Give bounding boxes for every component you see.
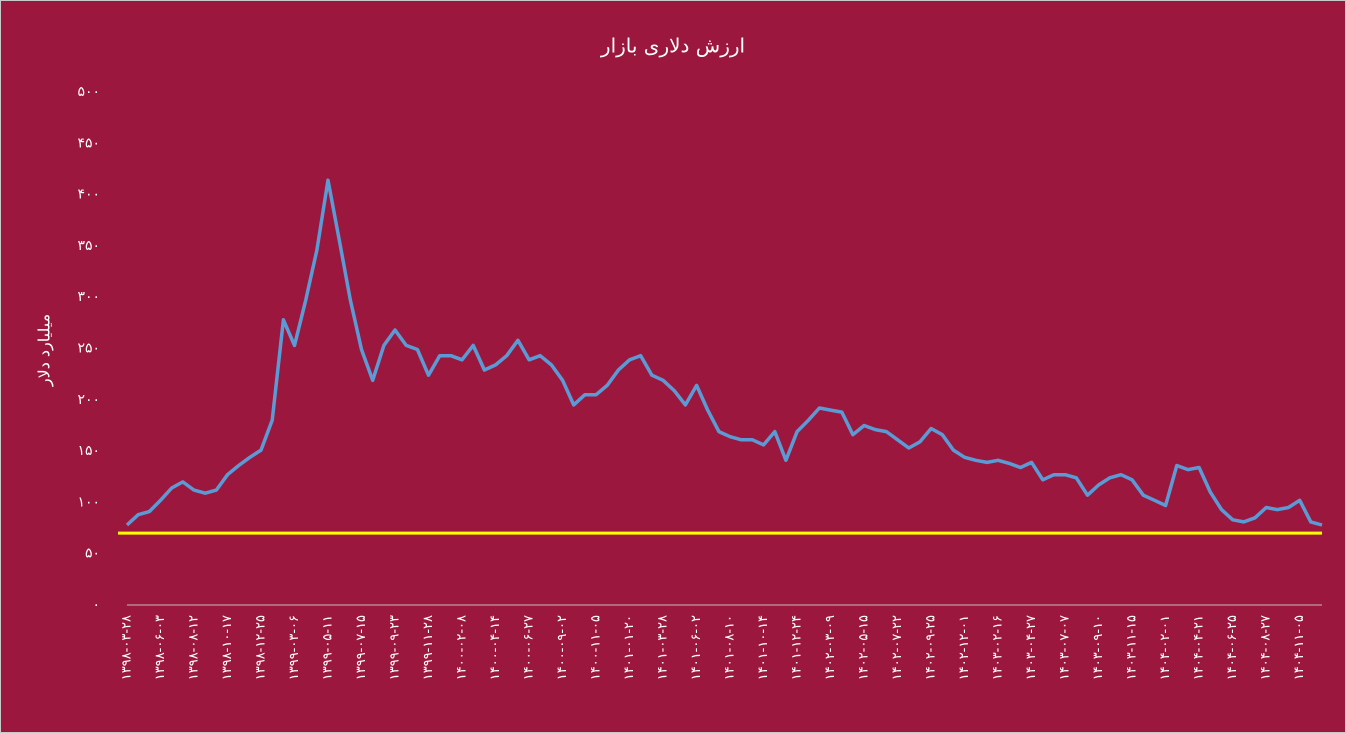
x-tick-label: ۱۴۰۰-۰۹-۰۲ — [555, 615, 570, 680]
x-tick-label: ۱۴۰۴-۰۲-۰۱ — [1158, 615, 1173, 680]
x-tick-label: ۱۴۰۳-۰۹-۱۰ — [1091, 615, 1106, 680]
x-tick-label: ۱۴۰۱-۱۲-۲۴ — [790, 615, 805, 680]
x-tick-label: ۱۴۰۲-۰۵-۱۵ — [857, 615, 872, 680]
x-tick-label: ۱۴۰۰-۰۶-۲۷ — [522, 615, 537, 680]
x-tick-label: ۱۴۰۰-۱۱-۰۵ — [589, 615, 604, 680]
y-tick-label: ۴۵۰ — [77, 135, 100, 151]
x-tick-label: ۱۴۰۴-۰۴-۲۱ — [1192, 615, 1207, 680]
x-tick-label: ۱۴۰۲-۰۹-۲۵ — [924, 615, 939, 680]
x-tick-label: ۱۴۰۳-۱۱-۱۵ — [1125, 615, 1140, 680]
x-tick-label: ۱۳۹۹-۰۵-۱۱ — [321, 615, 336, 680]
x-tick-label: ۱۴۰۲-۰۷-۲۲ — [890, 615, 905, 680]
y-tick-label: ۰ — [92, 597, 100, 613]
series-line — [125, 178, 1323, 527]
y-tick-label: ۵۰ — [85, 546, 100, 562]
x-tick-label: ۱۳۹۸-۱۰-۱۷ — [220, 615, 235, 680]
x-tick-label: ۱۴۰۱-۰۸-۱۰ — [723, 615, 738, 680]
x-tick-label: ۱۴۰۱-۰۳-۲۸ — [656, 615, 671, 680]
x-tick-label: ۱۴۰۴-۱۱-۰۵ — [1292, 615, 1307, 680]
y-tick-label: ۵۰۰ — [77, 84, 100, 100]
x-tick-label: ۱۳۹۸-۰۸-۱۲ — [187, 615, 202, 680]
x-tick-label: ۱۳۹۹-۰۹-۲۳ — [388, 615, 403, 680]
y-tick-label: ۱۰۰ — [77, 494, 100, 510]
x-tick-label: ۱۴۰۱-۱۰-۱۴ — [756, 615, 771, 680]
x-tick-label: ۱۳۹۸-۰۶-۰۳ — [153, 615, 168, 680]
x-tick-label: ۱۳۹۸-۱۲-۲۵ — [254, 615, 269, 680]
y-tick-label: ۱۵۰ — [77, 443, 100, 459]
x-tick-label: ۱۴۰۱-۰۶-۰۲ — [689, 615, 704, 680]
y-tick-label: ۳۰۰ — [77, 289, 100, 305]
x-tick-label: ۱۴۰۱-۰۱-۲۰ — [622, 615, 637, 680]
x-tick-label: ۱۴۰۳-۰۴-۲۷ — [1024, 615, 1039, 680]
x-tick-label: ۱۴۰۲-۰۳-۰۹ — [823, 615, 838, 680]
y-tick-label: ۲۵۰ — [77, 341, 100, 357]
y-tick-label: ۲۰۰ — [77, 392, 100, 408]
x-tick-label: ۱۳۹۹-۱۱-۲۸ — [421, 615, 436, 680]
y-axis-label: میلیارد دلار — [35, 314, 55, 387]
x-tick-label: ۱۳۹۹-۰۷-۱۵ — [354, 615, 369, 680]
x-tick-label: ۱۴۰۲-۱۲-۰۱ — [957, 615, 972, 680]
x-tick-label: ۱۴۰۴-۰۸-۲۷ — [1259, 615, 1274, 680]
x-tick-label: ۱۴۰۳-۰۷-۰۷ — [1058, 615, 1073, 680]
x-tick-label: ۱۴۰۰-۰۲-۰۸ — [455, 615, 470, 680]
x-tick-label: ۱۴۰۳-۰۲-۱۶ — [991, 615, 1006, 680]
x-tick-label: ۱۳۹۸-۰۳-۲۸ — [120, 615, 135, 680]
x-tick-label: ۱۳۹۹-۰۳-۰۶ — [287, 615, 302, 680]
y-tick-label: ۴۰۰ — [77, 187, 100, 203]
x-tick-label: ۱۴۰۴-۰۶-۲۵ — [1225, 615, 1240, 680]
x-tick-label: ۱۴۰۰-۰۴-۱۴ — [488, 615, 503, 680]
chart-title: ارزش دلاری بازار — [600, 34, 745, 58]
y-tick-label: ۳۵۰ — [77, 238, 100, 254]
